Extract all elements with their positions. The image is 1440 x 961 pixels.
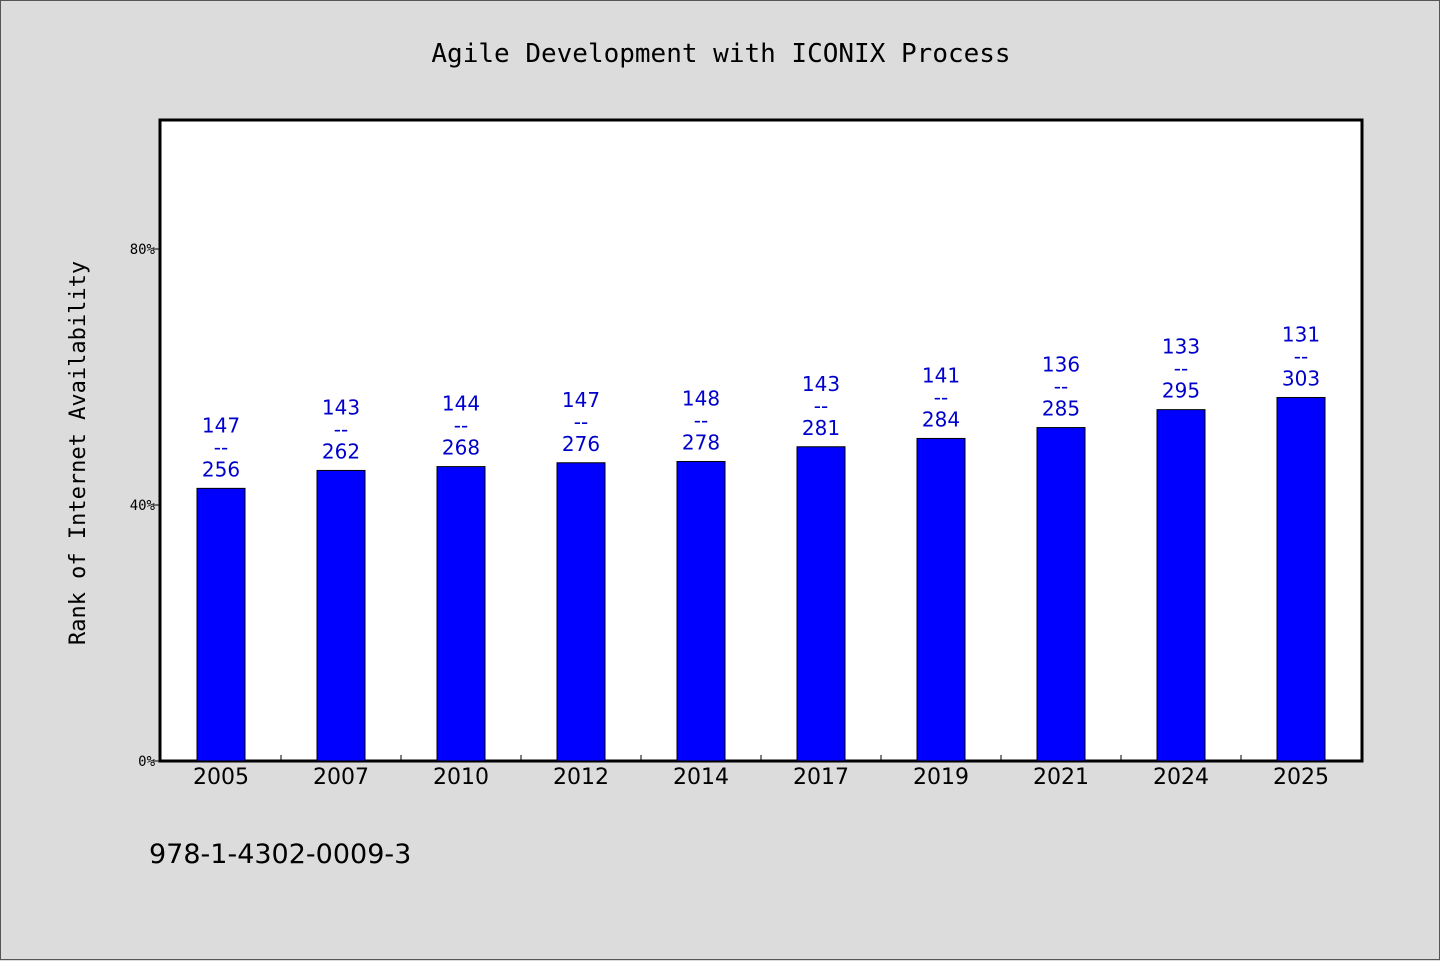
bar-label-total: 268 [442,436,480,460]
chart-title: Agile Development with ICONIX Process [431,39,1010,69]
bar-label-total: 256 [202,457,240,481]
y-tick-label: 40% [130,498,156,514]
x-tick-label: 2017 [793,765,849,790]
bar-label-rank: 143 [322,395,360,419]
x-tick-label: 2005 [193,765,249,790]
bar-labels: 147--256143--262144--268147--276148--278… [202,322,1320,481]
x-tick-label: 2012 [553,765,609,790]
bar [1276,396,1326,762]
bar-label-separator: -- [934,385,948,409]
x-axis: 2005 2007 2010 2012 2014 2017 2019 2021 2024 2025 [193,755,1329,790]
bar-label-rank: 131 [1282,322,1320,346]
x-tick-label: 2021 [1033,765,1089,790]
bar-label-total: 276 [562,432,600,456]
y-tick-label: 80% [130,242,156,258]
bar-label-rank: 141 [922,363,960,387]
bar-label-total: 281 [802,416,840,440]
bar-label-separator: -- [1174,357,1188,381]
bar [556,462,606,762]
x-tick-label: 2010 [433,765,489,790]
bar-label-rank: 147 [562,388,600,412]
isbn-text: 978-1-4302-0009-3 [149,839,411,870]
bar-label-rank: 133 [1162,335,1200,359]
y-axis: 0% 40% 80% [130,242,161,770]
x-tick-label: 2024 [1153,765,1209,790]
bar [796,446,846,762]
bar-label-separator: -- [1294,344,1308,368]
bar-label-separator: -- [334,417,348,441]
bar [916,437,966,762]
bar-label-total: 295 [1162,379,1200,403]
bar-label-total: 278 [682,430,720,454]
bar [436,466,486,762]
bar [1036,427,1086,762]
x-tick-label: 2014 [673,765,729,790]
bar-label-rank: 143 [802,372,840,396]
bar-label-rank: 147 [202,413,240,437]
bar-label-rank: 144 [442,392,480,416]
bar-label-total: 262 [322,439,360,463]
bar-label-separator: -- [214,435,228,459]
bar-label-separator: -- [1054,375,1068,399]
x-tick-label: 2019 [913,765,969,790]
bar-label-total: 285 [1042,397,1080,421]
x-tick-label: 2007 [313,765,369,790]
x-tick-label: 2025 [1273,765,1329,790]
bar [196,487,246,762]
bar-label-separator: -- [454,414,468,438]
bar [316,469,366,762]
y-tick-label: 0% [138,754,155,770]
bar-label-separator: -- [814,394,828,418]
bar [676,460,726,762]
y-axis-label: Rank of Internet Availability [66,261,91,645]
bar-series [196,396,1326,762]
bar-label-separator: -- [574,410,588,434]
bar [1156,409,1206,762]
bar-label-rank: 148 [682,386,720,410]
bar-label-total: 284 [922,407,960,431]
bar-label-rank: 136 [1042,353,1080,377]
bar-label-separator: -- [694,408,708,432]
bar-label-total: 303 [1282,366,1320,390]
